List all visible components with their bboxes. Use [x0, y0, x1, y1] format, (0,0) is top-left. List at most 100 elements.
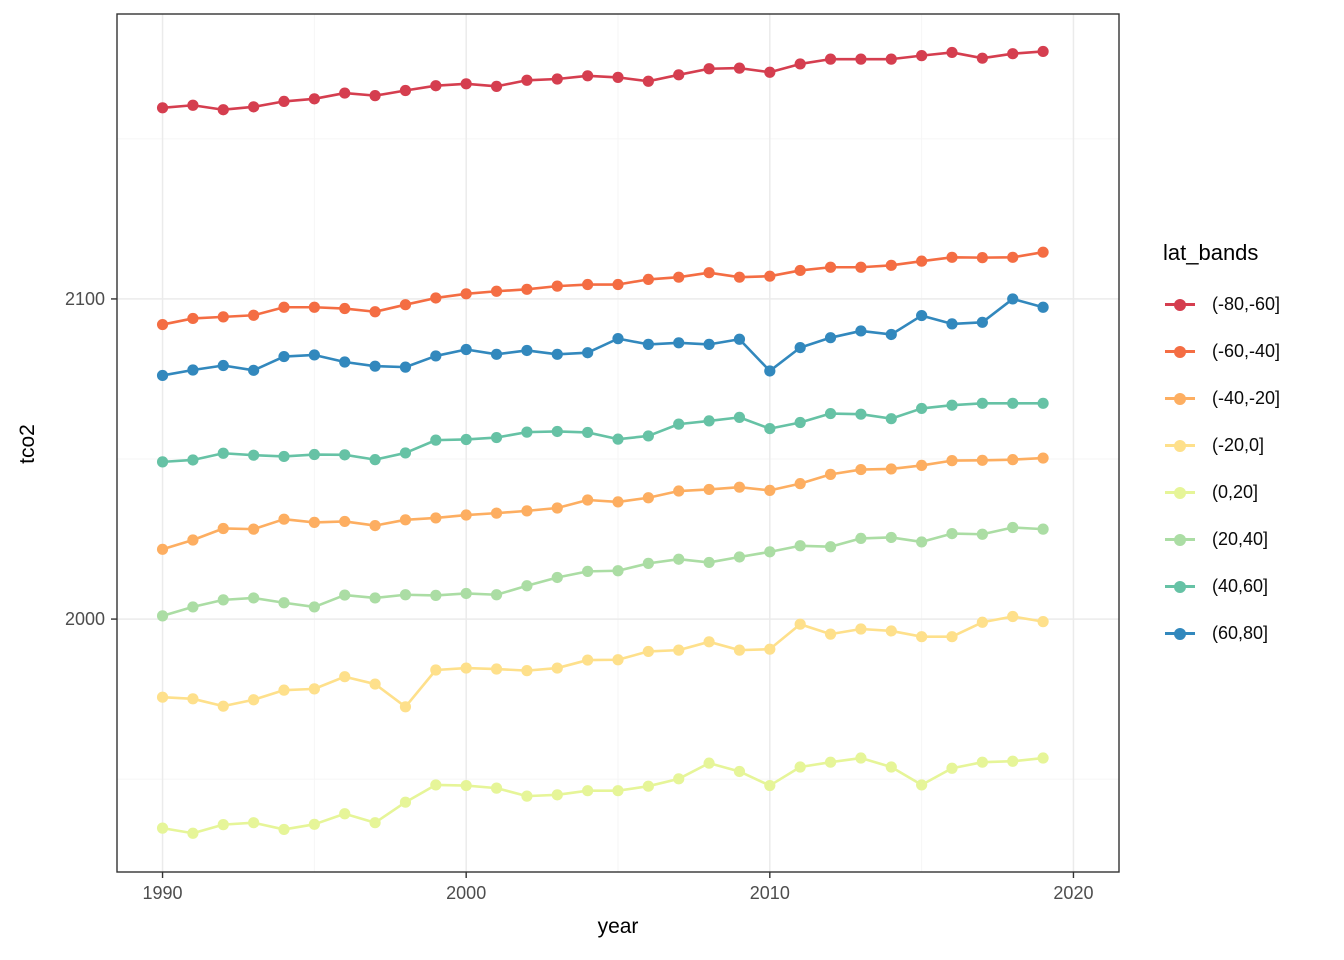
legend-item: (-80,-60] [1165, 281, 1341, 328]
x-axis-title: year [597, 915, 639, 938]
data-point [733, 644, 746, 656]
legend-key-icon [1165, 578, 1195, 595]
data-point [916, 50, 928, 62]
data-point [430, 80, 442, 92]
data-point [794, 416, 806, 429]
data-point [490, 285, 503, 297]
data-point [673, 418, 685, 430]
data-point [369, 519, 381, 532]
data-point [521, 344, 533, 357]
data-point [490, 348, 503, 360]
data-point [673, 271, 685, 283]
data-point [308, 516, 320, 528]
data-point [703, 757, 715, 769]
data-point [764, 66, 776, 78]
data-point [551, 425, 563, 438]
legend: lat_bands (-80,-60] (-60,-40] (-40,-20] … [1163, 240, 1341, 657]
data-point [187, 601, 199, 613]
data-point [369, 454, 381, 466]
data-point [339, 671, 351, 683]
data-point [521, 580, 533, 592]
data-point [642, 75, 654, 87]
data-point [156, 822, 169, 834]
data-point [642, 492, 654, 504]
data-point [673, 644, 685, 656]
data-point [1007, 397, 1019, 409]
data-point [582, 347, 594, 359]
data-point [824, 628, 837, 640]
y-axis-title: tco2 [16, 424, 39, 464]
data-point [460, 662, 472, 674]
data-point [703, 338, 715, 350]
data-point [1037, 523, 1049, 535]
data-point [308, 601, 320, 613]
data-point [430, 292, 442, 304]
data-point [551, 662, 563, 674]
x-tick-label: 1990 [143, 883, 183, 903]
legend-item: (0,20] [1165, 469, 1341, 516]
data-point [794, 761, 806, 773]
data-point [794, 540, 806, 552]
data-point [612, 565, 624, 577]
legend-key-icon [1165, 390, 1195, 407]
data-point [916, 536, 928, 548]
data-point [824, 53, 837, 65]
data-point [976, 397, 988, 409]
legend-item-label: (0,20] [1212, 482, 1259, 502]
legend-title: lat_bands [1163, 240, 1259, 265]
data-point [885, 761, 897, 773]
data-point [430, 512, 442, 524]
data-point [521, 505, 533, 517]
data-point [946, 762, 958, 774]
data-point [156, 318, 169, 331]
data-point [217, 700, 229, 712]
data-point [855, 623, 867, 635]
data-point [156, 102, 169, 114]
data-point [1007, 521, 1019, 534]
data-point [248, 817, 260, 829]
data-point [521, 283, 533, 295]
legend-key-icon [1165, 296, 1195, 313]
data-point [217, 819, 229, 831]
data-point [582, 565, 594, 577]
data-point [733, 411, 746, 423]
data-point [187, 827, 199, 839]
data-point [703, 267, 715, 279]
data-point [673, 553, 685, 565]
data-point [794, 478, 806, 490]
data-point [430, 350, 442, 362]
data-point [794, 264, 806, 277]
data-point [612, 496, 624, 508]
data-point [1037, 397, 1049, 409]
data-point [551, 348, 563, 360]
data-point [824, 407, 837, 420]
data-point [490, 431, 503, 444]
data-point [248, 592, 260, 604]
legend-item-label: (40,60] [1212, 576, 1269, 596]
data-point [582, 654, 594, 666]
data-point [642, 645, 654, 658]
data-point [976, 316, 988, 328]
data-point [733, 765, 746, 778]
data-point [885, 463, 897, 475]
data-point [885, 259, 897, 271]
data-point [976, 454, 988, 466]
data-point [946, 631, 958, 643]
legend-item: (60,80] [1165, 610, 1341, 657]
legend-item: (-60,-40] [1165, 328, 1341, 375]
data-point [308, 349, 320, 361]
data-point [582, 70, 594, 82]
data-point [339, 449, 351, 461]
data-point [612, 785, 624, 797]
data-point [551, 571, 563, 584]
data-point [399, 84, 412, 97]
data-point [703, 415, 715, 427]
data-point [369, 360, 381, 372]
legend-item-label: (-60,-40] [1212, 341, 1281, 361]
data-point [339, 515, 351, 528]
data-point [824, 332, 837, 344]
legend-key-icon [1165, 343, 1195, 360]
data-point [764, 643, 776, 655]
data-point [217, 359, 229, 372]
legend-item: (-40,-20] [1165, 375, 1341, 422]
